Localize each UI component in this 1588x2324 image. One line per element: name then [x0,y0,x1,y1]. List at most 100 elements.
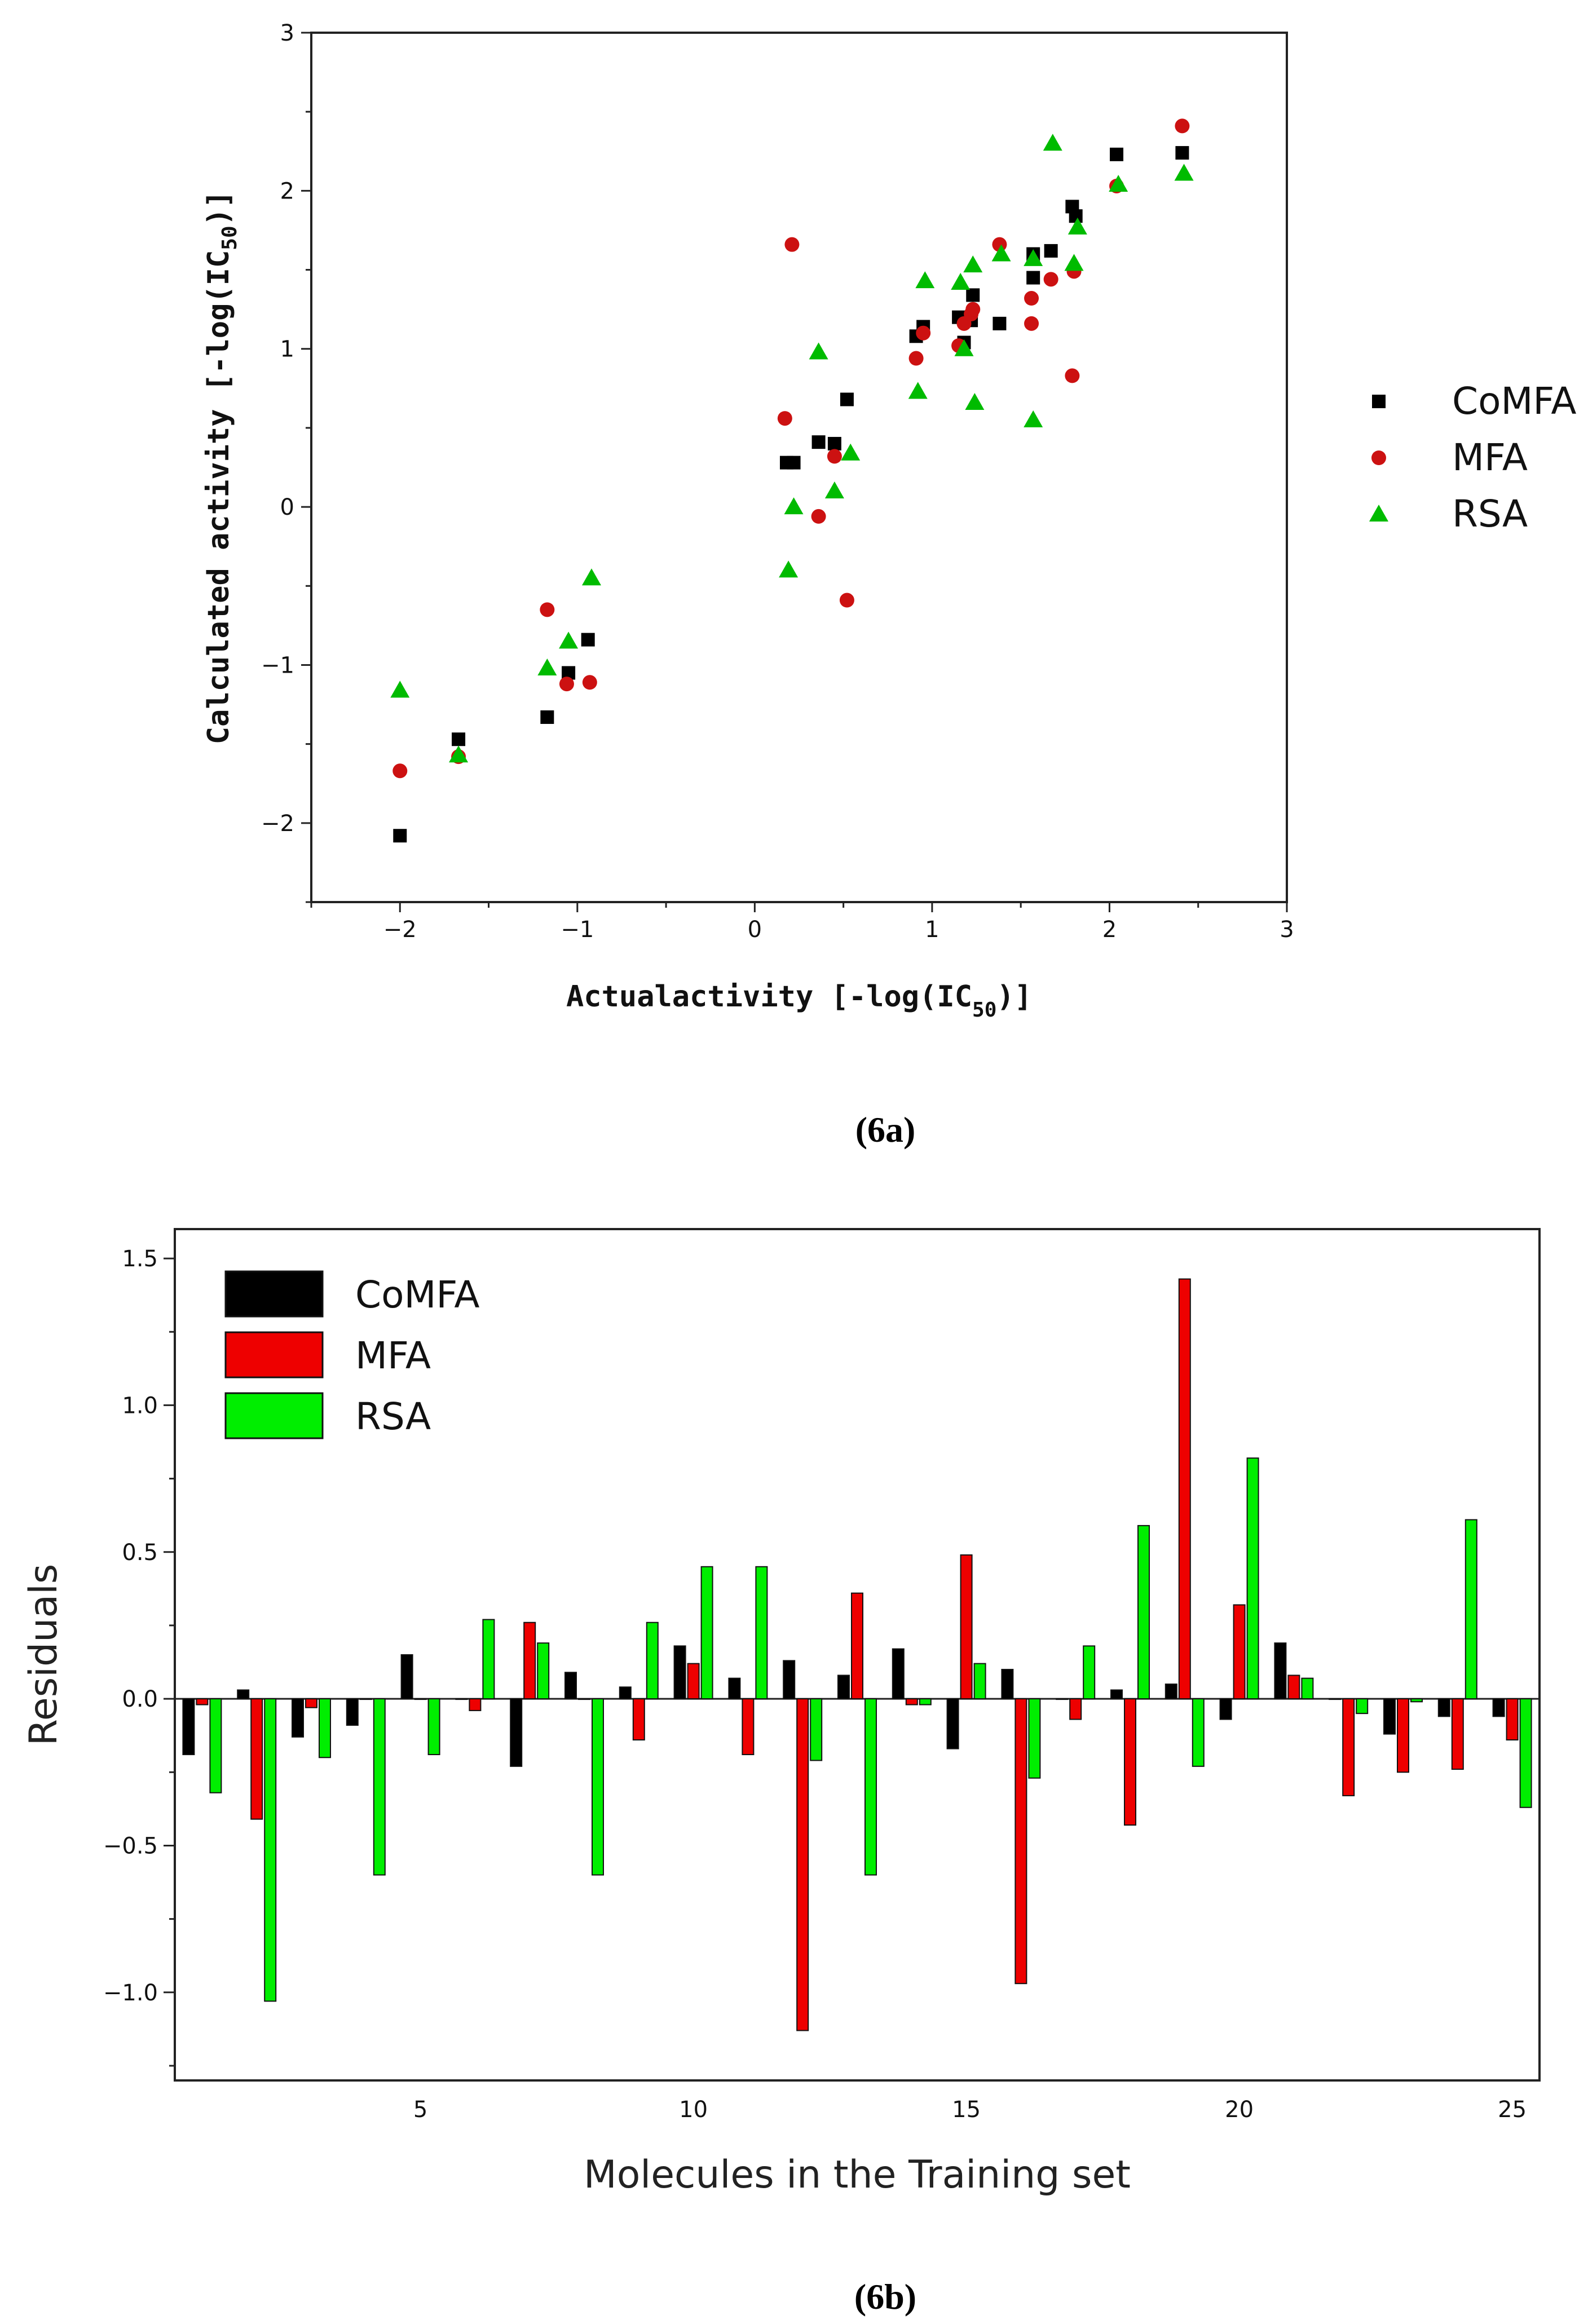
mfa-bar [1397,1698,1409,1773]
y-tick-label: 0.5 [122,1540,158,1566]
comfa-bar [892,1648,905,1700]
rsa-bar [1356,1698,1369,1715]
x-tick-label: 10 [679,2097,708,2123]
rsa-point [824,481,844,499]
comfa-bar [946,1698,959,1749]
comfa-bar [783,1660,796,1700]
comfa-point [966,288,980,302]
mfa-bar [1124,1698,1136,1826]
mfa-point [839,593,854,608]
rsa-point [1174,164,1194,181]
rsa-bar [1301,1677,1314,1700]
rsa-bar [1083,1645,1096,1700]
rsa-point [537,659,557,676]
rsa-bar [592,1698,604,1876]
comfa-point [1026,271,1040,285]
x-tick-label: −2 [383,917,417,943]
scatter-x-label-sub: 50 [972,998,996,1022]
mfa-bar [523,1622,536,1700]
bar-legend: CoMFA MFA RSA [224,1270,479,1439]
bar-series [182,1278,1532,2031]
mfa-point [965,302,981,317]
rsa-point [954,339,974,356]
mfa-point [1043,272,1058,287]
comfa-bar [1164,1684,1177,1700]
y-tick-label: −1.0 [103,1980,158,2006]
comfa-bar [510,1698,523,1767]
y-tick-label: 1 [280,337,294,363]
rsa-point [390,681,410,698]
comfa-bar [673,1645,686,1700]
legend-label-comfa: CoMFA [1452,379,1576,423]
scatter-points [390,118,1194,843]
legend-marker-mfa [1371,450,1386,465]
legend-label-mfa: MFA [1452,436,1528,479]
rsa-point [965,393,985,410]
scatter-x-axis-label: Actualactivity [-log(IC50)] [566,980,1032,1022]
rsa-point [963,255,983,273]
mfa-bar [1451,1698,1464,1770]
comfa-bar [1437,1698,1450,1717]
scatter-axes: −2 −1 0 1 2 3 −2 −1 0 1 2 3 [261,20,1294,943]
comfa-bar [182,1698,195,1756]
legend-label-rsa: RSA [1452,492,1528,536]
mfa-bar [305,1698,317,1708]
mfa-point [827,449,842,464]
comfa-bar [1492,1698,1505,1717]
comfa-bar [1001,1669,1014,1700]
mfa-bar [1014,1698,1027,1985]
comfa-point [452,732,466,746]
legend-swatch-rsa [224,1392,324,1439]
y-tick-label: 3 [280,20,294,46]
scatter-chart-6a: −2 −1 0 1 2 3 −2 −1 0 1 2 3 Calculated activity [-l… [202,20,1576,1150]
mfa-point [908,351,924,366]
comfa-point [811,435,826,449]
comfa-bar [728,1677,741,1700]
x-tick-label: 20 [1225,2097,1254,2123]
rsa-point [841,443,861,461]
comfa-point [1044,244,1058,258]
bar-plot-frame [174,1228,1541,2082]
bar-y-axis-label: Residuals [21,1564,66,1746]
rsa-point [581,568,601,586]
comfa-point [787,456,801,470]
legend-marker-comfa [1372,395,1386,408]
rsa-point [1024,249,1043,266]
rsa-bar [482,1619,495,1700]
mfa-point [1175,118,1190,134]
rsa-bar [864,1698,877,1876]
scatter-y-axis-label: Calculated activity [-log(IC50)] [202,191,241,745]
scatter-legend: CoMFA MFA RSA [1369,379,1576,536]
rsa-point [915,271,935,289]
rsa-bar [319,1698,331,1759]
rsa-bar [973,1663,986,1700]
rsa-bar [1519,1698,1532,1808]
rsa-bar [810,1698,823,1761]
comfa-point [1175,146,1189,160]
rsa-bar [646,1622,659,1700]
rsa-point [1064,254,1084,271]
comfa-bar [1274,1642,1287,1700]
mfa-point [1065,368,1080,383]
y-tick-label: 1.5 [122,1246,158,1272]
caption-6a: (6a) [855,1110,916,1150]
scatter-x-label-main: Actualactivity [-log(IC [566,980,972,1014]
bar-x-axis-label: Molecules in the Training set [584,2153,1131,2197]
comfa-point [840,392,854,407]
comfa-bar [619,1686,632,1700]
scatter-y-label-end: )] [202,191,236,226]
rsa-bar [755,1566,768,1700]
y-tick-label: 2 [280,178,294,204]
rsa-point [1024,410,1043,427]
legend-marker-rsa [1369,505,1388,522]
mfa-bar [687,1663,700,1700]
scatter-y-label-sub: 50 [218,226,241,250]
x-tick-label: 2 [1102,917,1117,943]
rsa-point [809,342,828,360]
x-tick-label: 5 [413,2097,427,2123]
legend-swatch-comfa [224,1270,324,1318]
y-tick-label: 0 [280,494,294,520]
rsa-bar [264,1698,277,2002]
comfa-point [1069,209,1083,223]
